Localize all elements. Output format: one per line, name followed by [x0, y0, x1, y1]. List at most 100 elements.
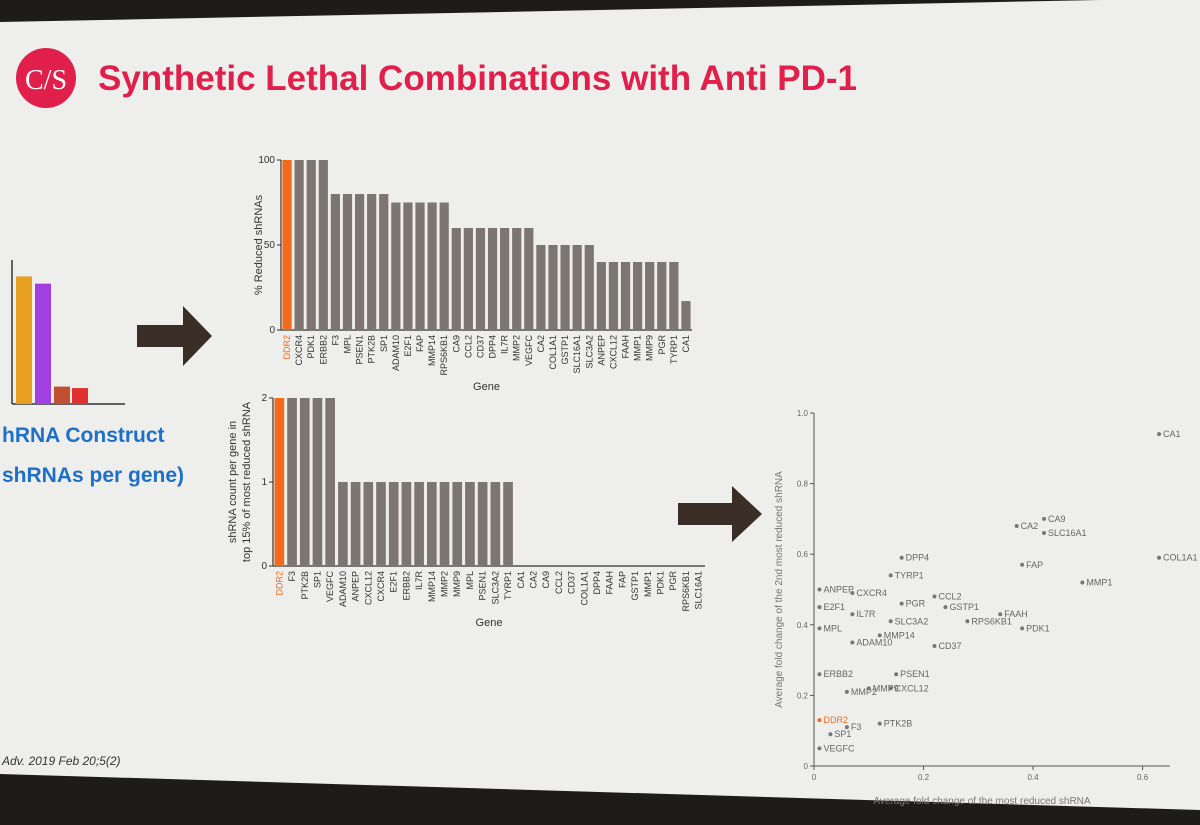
bar	[620, 262, 631, 330]
scatter-point	[817, 626, 822, 631]
x-tick-label: SLC3A2	[490, 571, 500, 605]
bar	[645, 262, 655, 330]
point-label: CCL2	[938, 592, 961, 602]
point-label: PTK2B	[884, 719, 913, 729]
point-label: ANPEP	[823, 585, 854, 595]
point-label: SP1	[834, 729, 851, 739]
bar	[475, 228, 486, 330]
bar	[342, 194, 353, 330]
point-label: CA1	[1163, 429, 1181, 439]
x-tick-label: PTK2B	[300, 571, 310, 600]
y-tick-label: 0.8	[797, 480, 809, 489]
x-tick-label: VEGFC	[524, 335, 534, 367]
point-label: DDR2	[823, 715, 848, 725]
scatter-point	[817, 587, 822, 592]
bar	[72, 388, 88, 404]
bar	[403, 202, 413, 330]
x-tick-label: MMP9	[645, 335, 655, 361]
y-tick-label: 0	[261, 561, 267, 572]
x-tick-label: SLC3A2	[584, 335, 594, 369]
bar	[299, 398, 310, 566]
arrow-right-icon	[137, 306, 212, 366]
scatter-point	[1157, 555, 1162, 560]
point-label: PGR	[906, 599, 926, 609]
x-tick-label: IL7R	[414, 571, 424, 591]
x-tick-label: CD37	[567, 571, 577, 594]
x-tick-label: MMP14	[427, 335, 437, 366]
point-label: FAAH	[1004, 609, 1028, 619]
x-axis-title: Gene	[473, 381, 500, 393]
scatter-point	[894, 672, 899, 677]
x-tick-label: MMP14	[427, 571, 437, 602]
x-tick-label: CCL2	[554, 571, 564, 594]
bar	[367, 194, 377, 330]
x-tick-label: PGR	[668, 571, 678, 591]
x-tick-label: SP1	[379, 335, 389, 352]
scatter-point	[899, 555, 904, 560]
x-tick-label: DDR2	[274, 571, 284, 596]
bar	[584, 245, 594, 330]
x-tick-label: MMP1	[643, 571, 653, 597]
point-label: GSTP1	[949, 602, 979, 612]
x-tick-label: CXCR4	[294, 335, 304, 366]
bar	[439, 482, 450, 566]
scatter-point	[850, 640, 855, 645]
left-label-line2: shRNAs per gene)	[2, 464, 184, 487]
x-tick-label: CD37	[475, 335, 485, 358]
scatter-point	[965, 619, 970, 624]
scatter-point	[1157, 432, 1162, 437]
scatter-point	[844, 689, 849, 694]
x-tick-label: 0.2	[918, 773, 930, 782]
bar	[414, 482, 424, 566]
scatter-point	[932, 594, 937, 599]
x-tick-label: PTK2B	[367, 335, 377, 364]
bar	[596, 262, 606, 330]
bar	[338, 482, 348, 566]
y-tick-label: 0.4	[797, 621, 809, 630]
x-tick-label: MMP2	[440, 571, 450, 597]
x-tick-label: COL1A1	[579, 571, 589, 606]
bar	[490, 482, 501, 566]
scatter-point	[1020, 626, 1025, 631]
fold-change-scatter-plot: 0 0.2 0.4 0.6 0 0.2 0.4 0.6 0.8 1.0 CA1 CA9 CA2 SLC16…	[774, 409, 1198, 807]
bar	[427, 202, 437, 330]
x-tick-label: PGR	[657, 335, 667, 355]
scatter-point	[932, 643, 937, 648]
bar	[451, 228, 461, 330]
x-tick-label: MPL	[465, 571, 475, 590]
x-axis-title: Gene	[476, 617, 503, 629]
x-tick-label: RPS6KB1	[681, 571, 691, 612]
x-tick-label: E2F1	[403, 335, 413, 357]
x-tick-label: MPL	[342, 335, 352, 354]
bar	[681, 301, 691, 330]
scatter-point	[888, 619, 893, 624]
point-label: MMP9	[873, 683, 899, 693]
bar	[274, 398, 285, 566]
scatter-point	[817, 718, 822, 723]
point-label: VEGFC	[823, 743, 855, 753]
x-tick-label: MMP9	[452, 571, 462, 597]
bar	[318, 160, 328, 330]
point-label: RPS6KB1	[971, 616, 1012, 626]
x-tick-label: PSEN1	[478, 571, 488, 601]
scatter-point	[828, 732, 833, 737]
x-tick-label: DPP4	[488, 335, 498, 359]
x-axis-title: Average fold change of the most reduced …	[873, 796, 1090, 807]
x-tick-label: CA9	[451, 335, 461, 353]
bar	[312, 398, 323, 566]
scatter-point	[877, 721, 882, 726]
x-tick-label: CXCR4	[376, 571, 386, 602]
bar	[363, 482, 374, 566]
point-label: F3	[851, 722, 862, 732]
x-tick-label: TYRP1	[503, 571, 513, 600]
bar	[524, 228, 534, 330]
y-tick-label: 100	[258, 155, 275, 166]
bar	[463, 228, 473, 330]
point-label: SLC16A1	[1048, 528, 1087, 538]
x-tick-label: GSTP1	[560, 335, 570, 365]
scatter-point	[1020, 562, 1025, 567]
point-label: MMP1	[1086, 577, 1112, 587]
x-tick-label: F3	[287, 571, 297, 582]
bar	[282, 160, 292, 330]
